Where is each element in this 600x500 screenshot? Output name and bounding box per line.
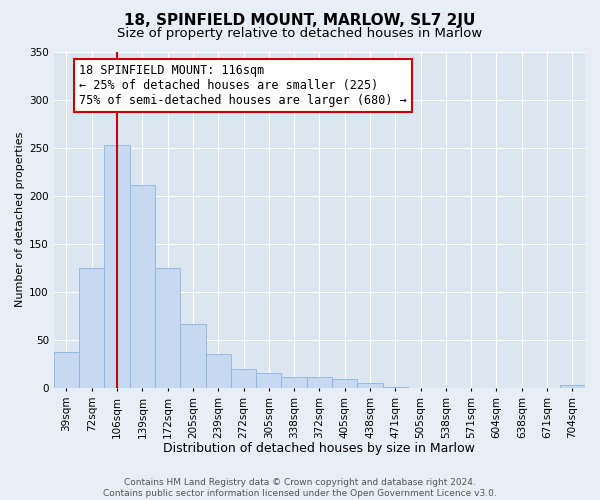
Bar	[54, 352, 79, 388]
Bar	[281, 376, 307, 388]
Bar	[206, 354, 231, 388]
Bar	[332, 380, 358, 388]
Bar	[155, 268, 180, 388]
Bar	[307, 378, 332, 388]
Text: 18 SPINFIELD MOUNT: 116sqm
← 25% of detached houses are smaller (225)
75% of sem: 18 SPINFIELD MOUNT: 116sqm ← 25% of deta…	[79, 64, 407, 107]
Bar	[130, 185, 155, 388]
X-axis label: Distribution of detached houses by size in Marlow: Distribution of detached houses by size …	[163, 442, 475, 455]
Text: Size of property relative to detached houses in Marlow: Size of property relative to detached ho…	[118, 28, 482, 40]
Text: Contains HM Land Registry data © Crown copyright and database right 2024.
Contai: Contains HM Land Registry data © Crown c…	[103, 478, 497, 498]
Bar	[358, 384, 383, 388]
Y-axis label: Number of detached properties: Number of detached properties	[15, 132, 25, 308]
Text: 18, SPINFIELD MOUNT, MARLOW, SL7 2JU: 18, SPINFIELD MOUNT, MARLOW, SL7 2JU	[124, 12, 476, 28]
Bar	[560, 385, 585, 388]
Bar	[383, 387, 408, 388]
Bar	[256, 372, 281, 388]
Bar	[231, 369, 256, 388]
Bar	[104, 145, 130, 388]
Bar	[79, 268, 104, 388]
Bar	[180, 324, 206, 388]
